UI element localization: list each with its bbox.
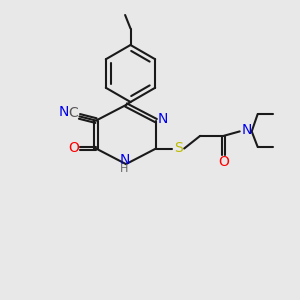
Text: O: O	[68, 142, 79, 155]
Text: N: N	[59, 106, 69, 119]
Text: N: N	[119, 153, 130, 166]
Text: C: C	[69, 106, 78, 120]
Text: O: O	[218, 155, 229, 169]
Text: H: H	[120, 164, 129, 175]
Text: N: N	[158, 112, 168, 126]
Text: S: S	[174, 142, 183, 155]
Text: N: N	[242, 123, 252, 137]
